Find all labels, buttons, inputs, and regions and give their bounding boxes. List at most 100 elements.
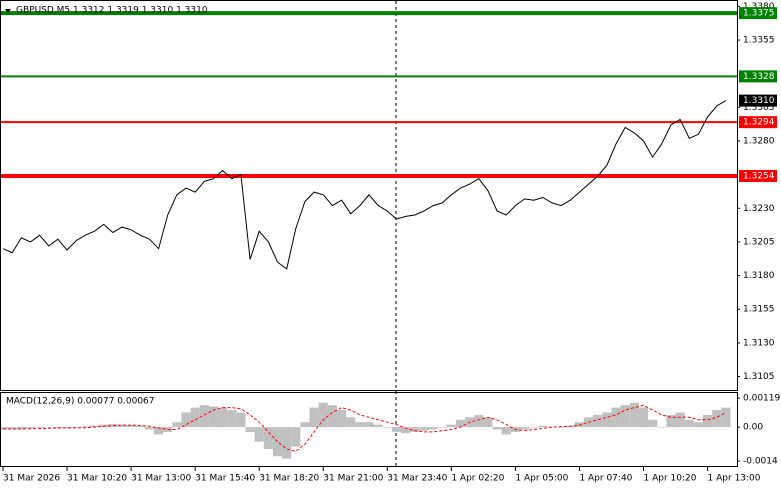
macd-bar	[693, 422, 703, 428]
macd-bar	[282, 427, 292, 459]
macd-bar	[382, 427, 392, 428]
y-tick-label: 1.3155	[743, 305, 775, 315]
y-tick-label: 1.3305	[743, 103, 775, 113]
signal-line	[3, 404, 727, 452]
macd-bar	[519, 427, 530, 430]
macd-bar	[181, 412, 191, 428]
macd-bar	[208, 406, 219, 428]
macd-bar	[227, 410, 237, 428]
x-tick-label: 1 Apr 05:00	[515, 474, 568, 484]
chart-title: GBPUSD,M5 1.3312 1.3319 1.3310 1.3310	[16, 6, 208, 16]
macd-bar	[611, 407, 621, 428]
macd-bar	[153, 427, 164, 435]
macd-bar	[272, 427, 283, 457]
y-tick-label: 1.3205	[743, 237, 775, 247]
x-tick-label: 1 Apr 07:40	[579, 474, 632, 484]
macd-bar	[446, 424, 456, 428]
price-frame	[0, 0, 738, 391]
y-tick-label: 1.3380	[743, 2, 775, 12]
x-tick-label: 31 Mar 23:40	[387, 474, 447, 484]
macd-bar	[108, 424, 118, 428]
macd-bar	[684, 419, 694, 428]
macd-bar	[16, 427, 26, 430]
macd-bar	[657, 427, 667, 428]
macd-bar	[721, 407, 731, 428]
price-line	[2, 100, 727, 270]
macd-bar	[410, 427, 420, 432]
macd-bar	[336, 410, 347, 428]
y-tick-label: -0.0014	[743, 457, 778, 467]
macd-bar	[7, 427, 17, 430]
macd-bar	[483, 417, 493, 428]
level-label: 1.3328	[743, 72, 775, 82]
macd-bar	[327, 405, 337, 428]
y-tick-label: 0.00119	[743, 394, 780, 404]
macd-bar	[437, 427, 447, 428]
macd-bar	[373, 424, 383, 428]
macd-bar	[629, 402, 639, 428]
x-tick-label: 31 Mar 18:20	[259, 474, 319, 484]
macd-bar	[391, 427, 402, 432]
current-price-label: 1.3310	[743, 96, 775, 106]
macd-bar	[190, 407, 200, 428]
level-label: 1.3294	[743, 118, 775, 128]
macd-bar	[501, 427, 511, 435]
macd-bar	[492, 427, 502, 430]
x-tick-label: 31 Mar 2026	[3, 474, 60, 484]
macd-bar	[218, 407, 228, 428]
macd-bar	[355, 422, 365, 428]
current-price-box	[739, 94, 777, 107]
y-tick-label: 1.3130	[743, 338, 775, 348]
macd-bar	[556, 427, 566, 428]
macd-bar	[80, 426, 90, 428]
macd-bar	[455, 419, 466, 428]
macd-bar	[675, 412, 685, 428]
level-label-box	[739, 7, 777, 20]
y-tick-label: 1.3180	[743, 271, 775, 281]
macd-bar	[245, 427, 255, 432]
y-tick-label: 1.3280	[743, 136, 775, 146]
y-tick-label: 1.3355	[743, 36, 775, 46]
menu-arrow[interactable]	[5, 9, 11, 13]
x-tick-label: 1 Apr 02:20	[451, 474, 504, 484]
level-label: 1.3254	[743, 171, 775, 181]
macd-bar	[144, 427, 154, 430]
macd-bar	[135, 426, 145, 428]
macd-bar	[474, 414, 484, 428]
macd-bar	[419, 427, 429, 431]
level-label-box	[739, 70, 777, 83]
macd-bar	[666, 414, 676, 428]
macd-bar	[401, 427, 411, 434]
macd-bar	[71, 427, 81, 428]
y-tick-label: 1.3105	[743, 372, 775, 382]
macd-bar	[318, 402, 328, 428]
macd-bar	[309, 407, 319, 428]
x-tick-label: 31 Mar 15:40	[195, 474, 255, 484]
y-tick-label: 0.00	[743, 423, 763, 433]
macd-bar	[538, 425, 548, 428]
macd-bar	[35, 427, 45, 428]
macd-bar	[547, 426, 557, 428]
macd-bar	[620, 405, 630, 428]
macd-bar	[236, 412, 246, 428]
x-tick-label: 1 Apr 10:20	[644, 474, 697, 484]
level-label: 1.3375	[743, 9, 775, 19]
macd-bar	[0, 427, 8, 430]
macd-bar	[428, 427, 438, 430]
macd-bar	[254, 427, 264, 442]
macd-bar	[199, 405, 209, 428]
macd-frame	[0, 392, 738, 467]
macd-bar	[89, 425, 100, 428]
macd-bar	[364, 422, 374, 428]
macd-bar	[53, 427, 63, 429]
macd-bar	[25, 427, 36, 429]
macd-bar	[638, 407, 649, 428]
x-tick-label: 1 Apr 13:00	[708, 474, 761, 484]
macd-bar	[62, 427, 72, 429]
macd-bar	[529, 427, 539, 428]
macd-title: MACD(12,26,9) 0.00077 0.00067	[6, 397, 155, 407]
macd-bar	[648, 419, 658, 428]
x-tick-label: 31 Mar 21:00	[323, 474, 383, 484]
